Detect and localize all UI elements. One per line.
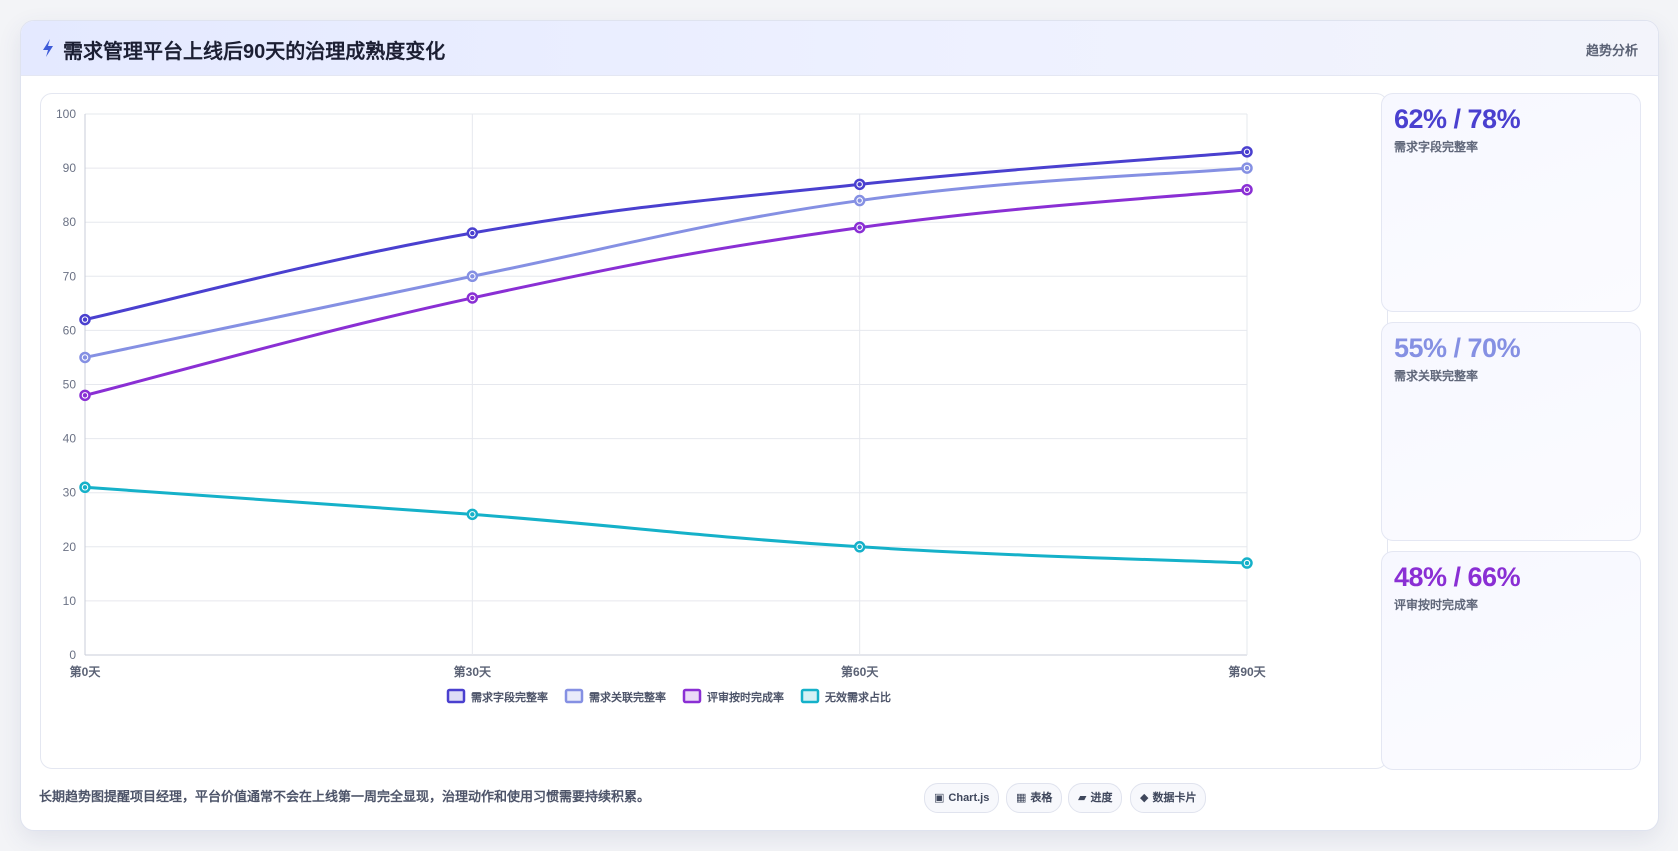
chip-data-card[interactable]: ◆ 数据卡片 [1130, 783, 1207, 813]
chip-chartjs[interactable]: ▣ Chart.js [924, 783, 1000, 813]
lightning-icon [43, 39, 53, 57]
kpi-label: 需求关联完整率 [1394, 369, 1479, 383]
kpi-card-link-completeness: 55% / 70% 需求关联完整率 [1381, 322, 1641, 541]
kpi-value: 62% / 78% [1394, 104, 1521, 134]
chip-label: 进度 [1090, 792, 1113, 804]
y-tick-label: 30 [63, 486, 77, 500]
chip-label: 数据卡片 [1152, 792, 1197, 804]
kpi-value: 48% / 66% [1394, 562, 1521, 592]
x-tick-label: 第30天 [454, 664, 492, 679]
y-tick-label: 0 [69, 648, 76, 662]
data-point-core [857, 544, 862, 549]
data-point-core [1244, 165, 1250, 171]
line-chart: 0 10 20 30 40 50 60 70 80 90 100 第0天 第30天 第60天 第90天需求字… [56, 107, 1267, 704]
kpi-card-review-ontime: 48% / 66% 评审按时完成率 [1381, 551, 1641, 770]
x-tick-label: 第90天 [1228, 664, 1266, 679]
y-tick-label: 10 [63, 594, 77, 608]
x-tick-label: 第60天 [841, 664, 879, 679]
y-tick-label: 20 [63, 540, 77, 554]
chip-table[interactable]: ▦ 表格 [1006, 783, 1063, 813]
data-point-core [470, 230, 475, 236]
chip-label: Chart.js [948, 792, 990, 804]
kpi-value: 55% / 70% [1394, 333, 1521, 363]
dashboard-card: 需求管理平台上线后90天的治理成熟度变化 趋势分析 0 10 20 30 40 50 60 7… [20, 20, 1659, 831]
data-point-core [1244, 149, 1250, 155]
series-line [83, 166, 1249, 359]
y-tick-label: 50 [63, 378, 77, 392]
data-point-core [857, 225, 862, 230]
y-tick-label: 70 [63, 269, 77, 283]
diamond-icon: ◆ [1140, 792, 1149, 804]
legend-label: 需求字段完整率 [471, 690, 548, 704]
page-title: 需求管理平台上线后90天的治理成熟度变化 [63, 41, 446, 63]
y-tick-label: 90 [63, 161, 77, 175]
data-point-core [857, 198, 862, 203]
data-point-core [82, 393, 88, 398]
table-icon: ▦ [1016, 792, 1027, 804]
legend-swatch [446, 688, 466, 704]
chip-progress[interactable]: ▰ 进度 [1068, 783, 1123, 813]
series-line [83, 188, 1249, 397]
data-point-core [470, 512, 475, 517]
series-line [83, 485, 1249, 565]
data-point-core [470, 295, 475, 301]
legend-swatch [682, 688, 702, 704]
line-chart-panel: 0 10 20 30 40 50 60 70 80 90 100 第0天 第30天 第60天 第90天需求字… [40, 93, 1388, 769]
y-tick-label: 80 [63, 215, 77, 229]
y-tick-label: 60 [63, 323, 77, 337]
x-tick-label: 第0天 [70, 664, 102, 679]
legend-swatch [800, 688, 820, 704]
kpi-label: 需求字段完整率 [1394, 140, 1479, 154]
data-point-core [470, 274, 475, 279]
legend-label: 无效需求占比 [824, 690, 891, 704]
data-point-core [82, 355, 88, 360]
data-point-core [857, 182, 862, 187]
y-tick-label: 40 [63, 432, 77, 446]
legend-swatch [564, 688, 584, 704]
legend-label: 评审按时完成率 [707, 690, 784, 704]
y-tick-label: 100 [56, 107, 76, 121]
data-point-core [82, 317, 88, 322]
data-point-core [82, 485, 88, 490]
progress-icon: ▰ [1078, 792, 1087, 804]
legend-label: 需求关联完整率 [589, 690, 666, 704]
trend-analysis-tag[interactable]: 趋势分析 [1585, 43, 1638, 58]
kpi-label: 评审按时完成率 [1394, 598, 1479, 612]
data-point-core [1244, 187, 1250, 192]
chip-label: 表格 [1030, 792, 1053, 804]
card-header: 需求管理平台上线后90天的治理成熟度变化 趋势分析 [21, 21, 1658, 76]
chart-icon: ▣ [934, 792, 945, 804]
kpi-card-field-completeness: 62% / 78% 需求字段完整率 [1381, 93, 1641, 312]
footer-note: 长期趋势图提醒项目经理，平台价值通常不会在上线第一周完全显现，治理动作和使用习惯… [39, 789, 651, 804]
data-point-core [1244, 560, 1250, 566]
series-line [83, 150, 1249, 322]
